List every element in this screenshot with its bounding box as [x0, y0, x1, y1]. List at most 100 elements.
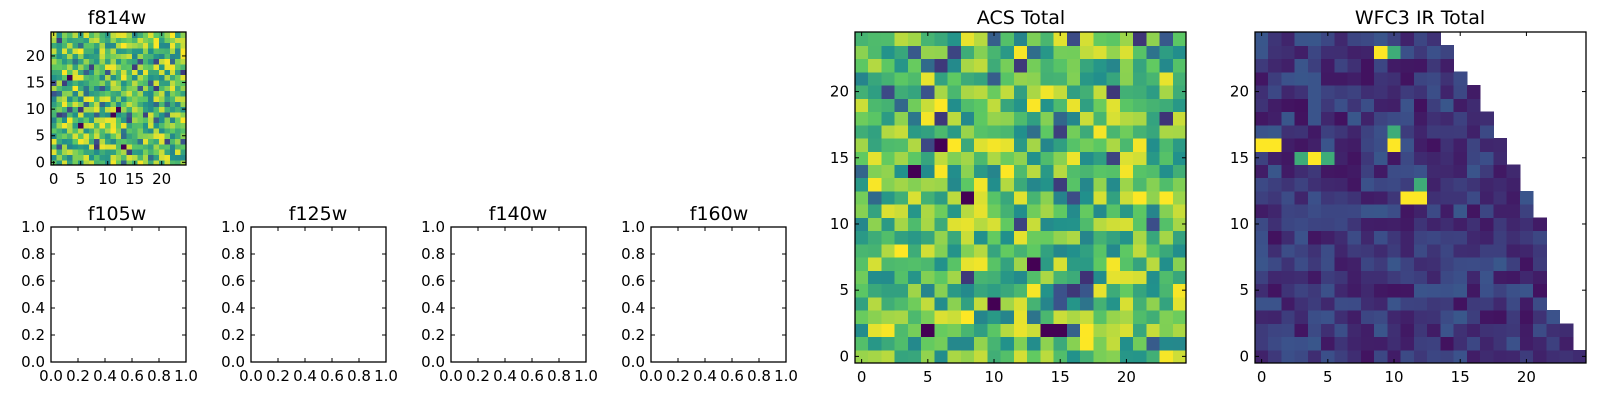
heatmap-cell	[1172, 137, 1187, 152]
heatmap-cell	[894, 283, 909, 298]
heatmap-cell	[907, 71, 922, 86]
heatmap-cell	[180, 63, 187, 70]
heatmap-cell	[1307, 270, 1322, 285]
panel-f105w: f105w 0.0 0.2 0.4 0.6 0.8 1.00.00.20.40.60.81…	[21, 203, 198, 385]
heatmap-cell	[1040, 177, 1055, 192]
heatmap-cell	[51, 111, 57, 118]
heatmap-cell	[947, 296, 962, 311]
heatmap-cell	[894, 84, 909, 99]
heatmap-cell	[1413, 151, 1428, 165]
heatmap-cell	[1453, 230, 1468, 245]
heatmap-cell	[1119, 137, 1134, 152]
heatmap-cell	[159, 74, 165, 81]
heatmap-cell	[1133, 98, 1147, 113]
heatmap-cell	[105, 127, 111, 134]
heatmap-cell	[1053, 124, 1068, 139]
heatmap-cell	[1133, 58, 1147, 73]
heatmap-cell	[78, 58, 84, 65]
heatmap-cell	[921, 111, 936, 126]
heatmap-cell	[88, 111, 95, 118]
heatmap-cell	[132, 63, 138, 70]
heatmap-cell	[881, 137, 896, 152]
heatmap-cell	[78, 122, 84, 129]
heatmap-cell	[56, 79, 63, 86]
heatmap-cell	[99, 154, 106, 161]
heatmap-cell	[1294, 217, 1309, 232]
heatmap-cell	[947, 283, 962, 298]
heatmap-cell	[1255, 71, 1269, 86]
heatmap-cell	[894, 349, 909, 364]
heatmap-cell	[907, 296, 922, 311]
heatmap-cell	[67, 133, 74, 139]
heatmap-cell	[960, 230, 975, 245]
heatmap-cell	[1480, 124, 1494, 139]
heatmap-cell	[61, 143, 68, 150]
heatmap-cell	[1106, 98, 1121, 113]
heatmap-cell	[855, 349, 869, 364]
heatmap-cell	[1255, 204, 1269, 218]
heatmap-cell	[159, 47, 165, 54]
heatmap-cell	[67, 42, 74, 49]
heatmap-cell	[137, 47, 144, 54]
heatmap-cell	[1400, 349, 1415, 364]
heatmap-cell	[1493, 190, 1508, 205]
heatmap-cell	[56, 95, 63, 102]
heatmap-cell	[974, 336, 988, 351]
heatmap-cell	[921, 296, 936, 311]
heatmap-cell	[1466, 257, 1481, 271]
heatmap-cell	[67, 79, 74, 86]
heatmap-cell	[1053, 323, 1068, 338]
heatmap-cell	[1027, 336, 1041, 351]
x-tick-label: 0	[1257, 368, 1267, 386]
heatmap-cell	[1453, 243, 1468, 258]
heatmap-cell	[1480, 151, 1494, 165]
heatmap-cell	[164, 106, 171, 113]
heatmap-cell	[1080, 45, 1094, 60]
heatmap-cell	[1268, 336, 1283, 351]
heatmap-cell	[1053, 217, 1068, 232]
heatmap-cell	[1133, 336, 1147, 351]
heatmap-cell	[159, 127, 165, 134]
heatmap-cell	[132, 79, 138, 86]
heatmap-cell	[1347, 323, 1362, 338]
heatmap-cell	[99, 127, 106, 134]
heatmap-cell	[1281, 98, 1296, 113]
heatmap-cell	[148, 143, 155, 150]
y-tick-label: 0.4	[21, 299, 45, 317]
heatmap-cell	[1040, 257, 1055, 271]
heatmap-cell	[1387, 323, 1402, 338]
heatmap-cell	[1159, 98, 1174, 113]
heatmap-cell	[132, 138, 138, 145]
heatmap-cell	[934, 283, 949, 298]
heatmap-cell	[142, 47, 149, 54]
heatmap-cell	[1040, 310, 1055, 324]
heatmap-cell	[105, 149, 111, 155]
heatmap-cell	[1334, 71, 1349, 86]
heatmap-cell	[148, 106, 155, 113]
heatmap-cell	[1506, 270, 1521, 285]
heatmap-cell	[1066, 323, 1081, 338]
heatmap-cell	[126, 90, 133, 97]
heatmap-cell	[115, 127, 122, 134]
heatmap-cell	[960, 257, 975, 271]
heatmap-cell	[126, 154, 133, 161]
heatmap-cell	[83, 85, 90, 92]
heatmap-cell	[1119, 336, 1134, 351]
heatmap-cell	[105, 143, 111, 150]
heatmap-cell	[1374, 349, 1388, 364]
heatmap-cell	[159, 42, 165, 49]
heatmap-cell	[1027, 151, 1041, 165]
heatmap-cell	[1080, 310, 1094, 324]
heatmap-cell	[1427, 164, 1441, 179]
heatmap-cell	[1080, 323, 1094, 338]
heatmap-cell	[121, 69, 128, 76]
heatmap-cell	[72, 74, 79, 81]
heatmap-cell	[137, 154, 144, 161]
heatmap-cell	[142, 149, 149, 155]
heatmap-cell	[1066, 177, 1081, 192]
heatmap-cell	[1413, 257, 1428, 271]
heatmap-cell	[1533, 283, 1547, 298]
heatmap-cell	[881, 310, 896, 324]
heatmap-cell	[881, 323, 896, 338]
heatmap-cell	[1387, 204, 1402, 218]
